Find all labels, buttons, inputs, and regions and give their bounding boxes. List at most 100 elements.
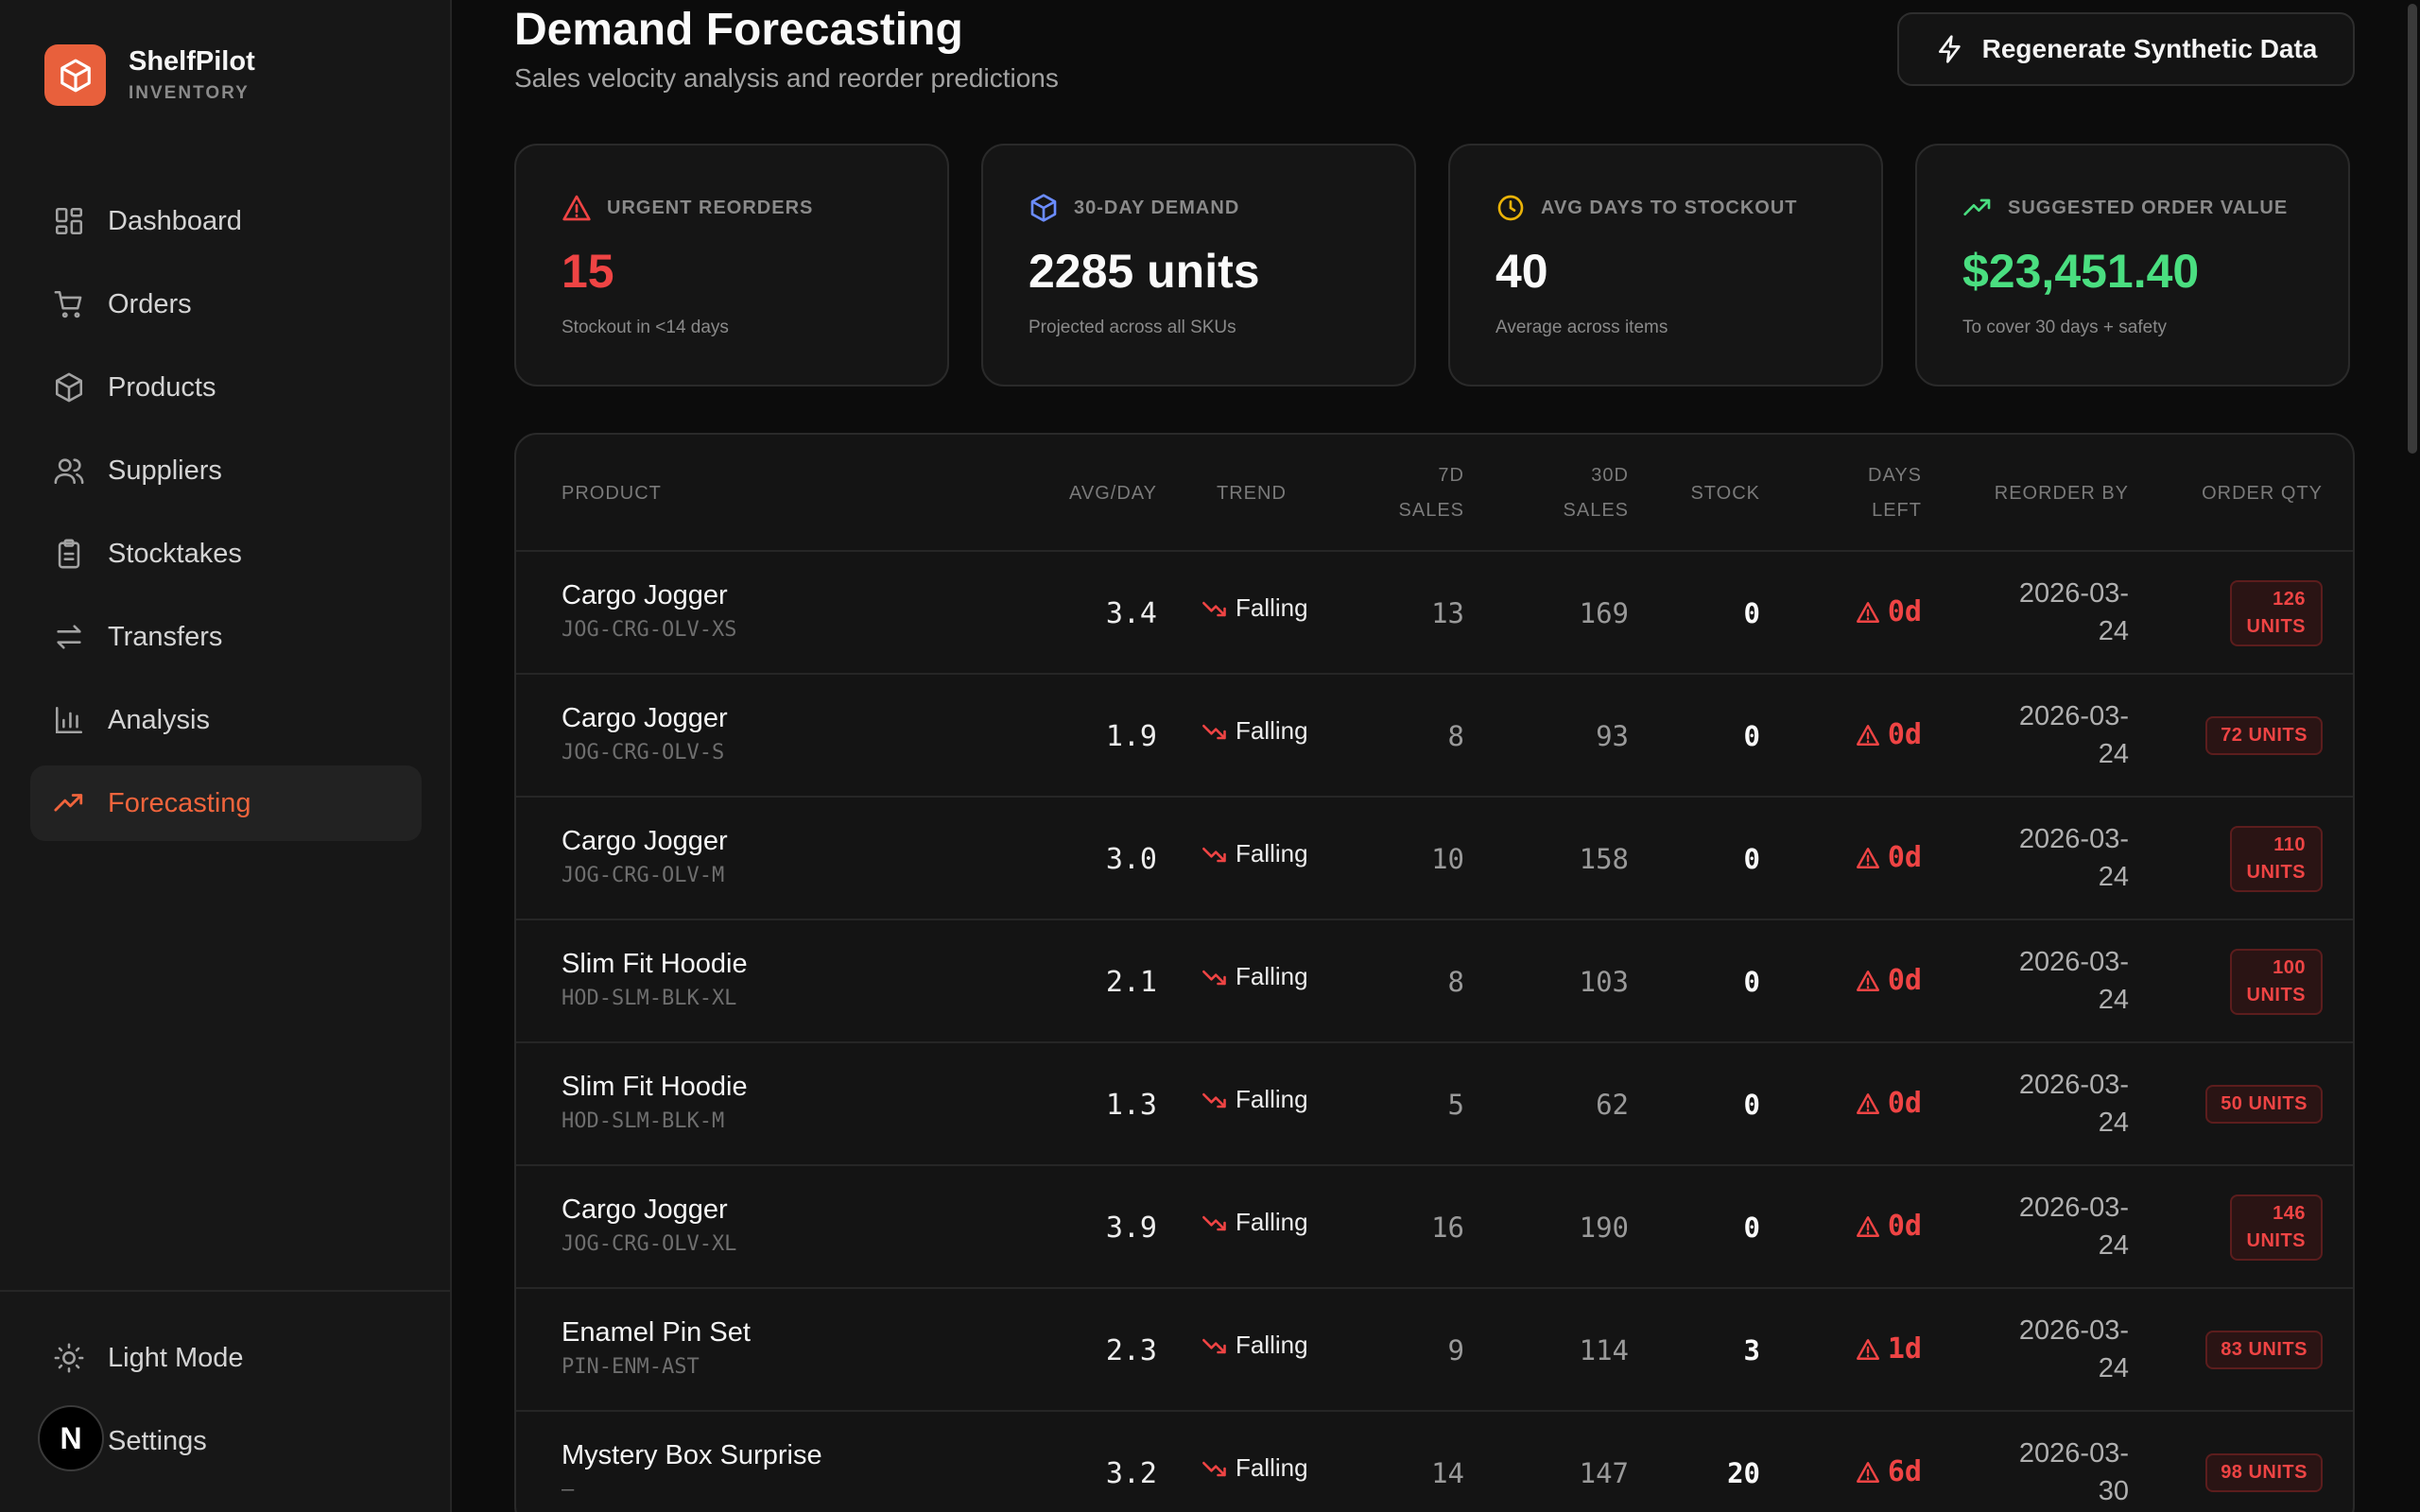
trend-cell: Falling — [1201, 1453, 1308, 1483]
sales-7d: 8 — [1447, 720, 1464, 752]
product-sku: HOD-SLM-BLK-XL — [562, 987, 737, 1010]
col-trend[interactable]: TREND — [1217, 483, 1287, 504]
order-qty-badge[interactable]: 83 UNITS — [2205, 1331, 2323, 1369]
days-left: 1d — [1856, 1332, 1922, 1366]
brand[interactable]: ShelfPilot INVENTORY — [44, 44, 255, 106]
col-days-left-line2: LEFT — [1872, 500, 1922, 521]
nav-item-stocktakes[interactable]: Stocktakes — [30, 516, 422, 592]
reorder-by-date: 2026-03- 24 — [1978, 943, 2129, 1019]
table-row[interactable]: Cargo Jogger JOG-CRG-OLV-XS 3.4 Falling … — [516, 552, 2353, 675]
page-subtitle: Sales velocity analysis and reorder pred… — [514, 63, 1059, 93]
col-30d-sales-line2: SALES — [1563, 500, 1629, 521]
regenerate-label: Regenerate Synthetic Data — [1981, 34, 2318, 63]
card-note: Average across items — [1495, 318, 1668, 337]
nav-item-dashboard[interactable]: Dashboard — [30, 183, 422, 259]
table-header: PRODUCT AVG/DAY TREND 7D SALES 30D SALES… — [516, 435, 2353, 552]
trend-label: Falling — [1236, 1085, 1308, 1113]
regenerate-data-button[interactable]: Regenerate Synthetic Data — [1897, 12, 2355, 86]
trending-down-icon — [1202, 601, 1226, 616]
reorder-line1: 2026-03- — [2018, 947, 2129, 977]
reorder-line1: 2026-03- — [2018, 1070, 2129, 1100]
sales-30d: 103 — [1579, 966, 1629, 998]
product-sku: — — [562, 1478, 575, 1502]
col-days-left[interactable]: DAYS LEFT — [1868, 458, 1922, 528]
nav-item-forecasting[interactable]: Forecasting — [30, 765, 422, 841]
table-row[interactable]: Cargo Jogger JOG-CRG-OLV-XL 3.9 Falling … — [516, 1166, 2353, 1289]
sales-30d: 158 — [1579, 843, 1629, 875]
col-avg-day[interactable]: AVG/DAY — [1069, 483, 1157, 504]
sales-30d: 93 — [1596, 720, 1629, 752]
order-qty-text: 72 UNITS — [2221, 725, 2308, 746]
trending-down-icon — [1202, 724, 1226, 739]
days-left: 0d — [1856, 964, 1922, 997]
dashboard-icon — [55, 207, 83, 235]
product-name: Slim Fit Hoodie — [562, 949, 748, 979]
nav-item-orders[interactable]: Orders — [30, 266, 422, 342]
sales-7d: 13 — [1431, 597, 1464, 629]
sales-7d: 5 — [1447, 1089, 1464, 1121]
table-row[interactable]: Mystery Box Surprise — 3.2 Falling 14 14… — [516, 1412, 2353, 1512]
sales-30d: 62 — [1596, 1089, 1629, 1121]
trend-label: Falling — [1236, 1208, 1308, 1236]
col-30d-sales[interactable]: 30D SALES — [1564, 458, 1629, 528]
order-qty-badge[interactable]: 100 UNITS — [2229, 949, 2323, 1015]
order-qty-badge[interactable]: 126 UNITS — [2229, 580, 2323, 646]
box-icon — [1030, 194, 1057, 222]
card-note: To cover 30 days + safety — [1962, 318, 2167, 337]
nav-item-suppliers[interactable]: Suppliers — [30, 433, 422, 508]
trend-cell: Falling — [1201, 716, 1308, 746]
avg-per-day: 3.2 — [1105, 1457, 1157, 1490]
sales-30d: 114 — [1579, 1334, 1629, 1366]
table-row[interactable]: Enamel Pin Set PIN-ENM-AST 2.3 Falling 9… — [516, 1289, 2353, 1412]
days-left-value: 0d — [1887, 841, 1922, 874]
days-left-value: 0d — [1887, 1210, 1922, 1243]
table-row[interactable]: Slim Fit Hoodie HOD-SLM-BLK-M 1.3 Fallin… — [516, 1043, 2353, 1166]
reorder-line1: 2026-03- — [2018, 1193, 2129, 1223]
table-row[interactable]: Slim Fit Hoodie HOD-SLM-BLK-XL 2.1 Falli… — [516, 920, 2353, 1043]
order-qty-line2: UNITS — [2246, 985, 2306, 1005]
col-reorder-by[interactable]: REORDER BY — [1994, 483, 2129, 504]
col-order-qty[interactable]: ORDER QTY — [2202, 483, 2323, 504]
days-left-value: 0d — [1887, 718, 1922, 751]
reorder-line2: 24 — [2098, 616, 2129, 646]
brand-subtitle: INVENTORY — [129, 83, 250, 103]
product-sku: JOG-CRG-OLV-S — [562, 741, 725, 765]
trend-cell: Falling — [1201, 1208, 1308, 1237]
nav-item-analysis[interactable]: Analysis — [30, 682, 422, 758]
theme-toggle[interactable]: Light Mode — [0, 1316, 450, 1400]
card-note: Projected across all SKUs — [1028, 318, 1236, 337]
sales-7d: 14 — [1431, 1457, 1464, 1489]
order-qty-badge[interactable]: 72 UNITS — [2205, 716, 2323, 755]
avg-per-day: 2.3 — [1105, 1334, 1157, 1367]
order-qty-text: 98 UNITS — [2221, 1462, 2308, 1483]
main-nav: Dashboard Orders Products Suppliers Stoc… — [30, 183, 422, 849]
order-qty-line1: 126 — [2273, 589, 2306, 610]
trend-label: Falling — [1236, 593, 1308, 622]
col-stock[interactable]: STOCK — [1690, 483, 1760, 504]
trend-label: Falling — [1236, 1453, 1308, 1482]
table-row[interactable]: Cargo Jogger JOG-CRG-OLV-S 1.9 Falling 8… — [516, 675, 2353, 798]
col-product[interactable]: PRODUCT — [562, 483, 662, 504]
page-scrollbar[interactable] — [2405, 0, 2420, 1512]
order-qty-badge[interactable]: 146 UNITS — [2229, 1194, 2323, 1261]
order-qty-badge[interactable]: 50 UNITS — [2205, 1085, 2323, 1124]
settings-link[interactable]: Settings — [0, 1400, 450, 1483]
nav-item-transfers[interactable]: Transfers — [30, 599, 422, 675]
days-left: 6d — [1856, 1455, 1922, 1488]
table-row[interactable]: Cargo Jogger JOG-CRG-OLV-M 3.0 Falling 1… — [516, 798, 2353, 920]
product-name: Cargo Jogger — [562, 580, 728, 610]
days-left: 0d — [1856, 1087, 1922, 1120]
order-qty-badge[interactable]: 110 UNITS — [2229, 826, 2323, 892]
card-label-row: AVG DAYS TO STOCKOUT — [1495, 193, 1881, 223]
card-label-row: 30-DAY DEMAND — [1028, 193, 1414, 223]
avatar[interactable]: N — [38, 1405, 104, 1471]
scrollbar-thumb[interactable] — [2408, 4, 2417, 454]
alert-triangle-icon — [1856, 847, 1879, 868]
nav-item-products[interactable]: Products — [30, 350, 422, 425]
col-7d-sales[interactable]: 7D SALES — [1399, 458, 1464, 528]
product-sku: PIN-ENM-AST — [562, 1355, 700, 1379]
card-avg-days-to-stockout: AVG DAYS TO STOCKOUT 40 Average across i… — [1448, 144, 1883, 387]
reorder-by-date: 2026-03- 24 — [1978, 820, 2129, 896]
reorder-line2: 24 — [2098, 862, 2129, 892]
order-qty-badge[interactable]: 98 UNITS — [2205, 1453, 2323, 1492]
